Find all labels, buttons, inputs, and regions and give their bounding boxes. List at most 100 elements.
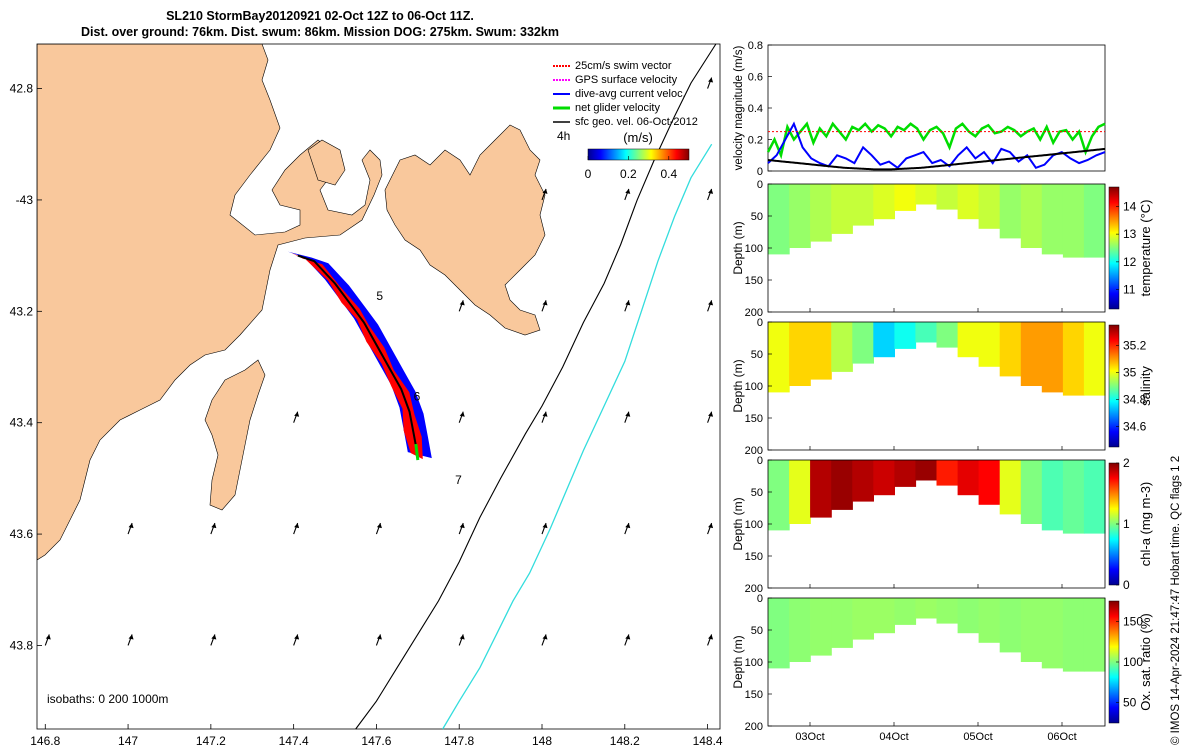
section-cell (789, 322, 811, 386)
bruny-island (204, 359, 266, 511)
map-x-tick-label: 147.8 (444, 734, 474, 748)
section-colorbar-tick-label: 35 (1123, 365, 1137, 379)
speed-colorbar-tick-label: 0.2 (620, 167, 637, 181)
section-y-tick-label: 100 (745, 381, 763, 393)
map-x-tick-label: 148 (532, 734, 552, 748)
map-y-tick-label: 43.8 (10, 638, 34, 652)
surface-velocity-arrowhead (459, 634, 465, 640)
section-cell (894, 598, 917, 625)
map-x-tick-label: 147.6 (361, 734, 391, 748)
section-cell (957, 460, 980, 496)
section-cell (768, 598, 790, 669)
surface-velocity-arrowhead (625, 634, 631, 640)
surface-velocity-arrowhead (459, 523, 465, 529)
surface-velocity-arrowhead (376, 523, 382, 529)
surface-velocity-arrows (44, 77, 714, 646)
section-cell (1083, 322, 1106, 396)
section-cell (1062, 598, 1085, 672)
velocity-y-tick-label: 0.6 (748, 72, 763, 84)
map-clip (37, 44, 546, 561)
map-frame (36, 43, 721, 730)
surface-velocity-arrowhead (294, 634, 300, 640)
surface-velocity-arrowhead (625, 411, 631, 417)
section-cell (1020, 184, 1043, 248)
surface-velocity-arrowhead (542, 300, 548, 306)
velocity-frame (767, 44, 1106, 172)
section-cell (957, 184, 980, 220)
speed-colorbar-tick-label: 0.4 (660, 167, 677, 181)
section-cell (894, 184, 917, 211)
section-colorbar-tick-label: 2 (1123, 456, 1130, 470)
section-colorbar-label: temperature (°C) (1138, 200, 1153, 297)
surface-velocity-arrowhead (708, 411, 714, 417)
surface-velocity-arrowhead (459, 300, 465, 306)
section-cell (936, 460, 959, 486)
section-cell (873, 184, 895, 220)
map-y-tick-label: 43.2 (10, 304, 34, 318)
net-glider-velocity-mark (414, 443, 420, 461)
surface-velocity-arrowhead (625, 300, 631, 306)
section-panel: 0 50 100 150 200 Depth (m) 34.6 34.8 35 35.2 salin… (731, 317, 1153, 457)
imos-stamp: © IMOS 14-Apr-2024 21:47:47 Hobart time.… (1170, 455, 1182, 745)
surface-velocity-arrowhead (708, 300, 714, 306)
section-cell (915, 322, 938, 343)
daily-marker-label: 6 (414, 389, 421, 403)
section-cell (936, 322, 959, 348)
section-cell (1062, 184, 1085, 258)
glider-track (287, 251, 432, 461)
section-y-tick-label: 200 (745, 307, 763, 319)
map-x-tick-label: 148.4 (693, 734, 723, 748)
speed-colorbar-label: (m/s) (623, 130, 653, 145)
section-colorbar-tick-label: 34.8 (1123, 393, 1147, 407)
legend-label-sfc: sfc geo. vel. 06-Oct-2012 (575, 116, 698, 128)
speed-colorbar-tick-label: 0 (585, 167, 592, 181)
section-ylabel: Depth (m) (731, 497, 745, 550)
velocity-series-line (766, 121, 1106, 160)
section-y-tick-label: 100 (745, 657, 763, 669)
section-cell (1041, 184, 1064, 255)
section-colorbar-tick-label: 35.2 (1123, 338, 1147, 352)
map-y-tick-label: 42.8 (10, 82, 34, 96)
section-cell (978, 322, 1001, 367)
daily-marker-label: 7 (455, 473, 462, 487)
glider-track-line (297, 254, 419, 457)
section-cell (852, 322, 874, 364)
section-cell (1083, 460, 1106, 534)
isobaths-label: isobaths: 0 200 1000m (47, 692, 168, 706)
surface-velocity-arrowhead (708, 523, 714, 529)
section-y-tick-label: 50 (751, 211, 763, 223)
section-x-tick-label: 05Oct (963, 731, 992, 743)
velocity-ylabel: velocity magnitude (m/s) (733, 46, 745, 171)
velocity-series (766, 121, 1106, 171)
tasmania-land (37, 44, 383, 561)
legend-entry-net: net glider velocity (553, 102, 660, 114)
section-cell (810, 598, 832, 656)
section-cell (768, 184, 790, 255)
section-cell (789, 598, 811, 662)
section-cell (1062, 460, 1085, 534)
isobaths (355, 43, 717, 730)
isobath-1000m (442, 143, 713, 730)
section-colorbar-tick-label: 13 (1123, 227, 1137, 241)
surface-velocity-arrowhead (542, 523, 548, 529)
velocity-panel: 0 0.2 0.4 0.6 0.8 velocity magnitude (m/s) (733, 40, 1106, 178)
forestier-peninsula (384, 124, 546, 336)
surface-velocity-arrowhead (625, 188, 631, 194)
section-cell (915, 460, 938, 481)
speed-colorbar-ticks: 0 0.2 0.4 (585, 156, 677, 181)
legend-label-gps: GPS surface velocity (575, 74, 678, 86)
surface-velocity-arrowhead (708, 634, 714, 640)
section-colorbar-tick-label: 14 (1123, 199, 1137, 213)
section-cell (894, 322, 917, 349)
map-y-tick-label: 43.6 (10, 527, 34, 541)
section-colorbar-tick-label: 150 (1123, 614, 1143, 628)
section-cell (852, 460, 874, 502)
section-x-tick-label: 06Oct (1047, 731, 1076, 743)
map-legend: 25cm/s swim vector GPS surface velocity … (553, 60, 698, 143)
surface-velocity-arrowhead (708, 188, 714, 194)
section-x-tick-label: 03Oct (795, 731, 824, 743)
section-ylabel: Depth (m) (731, 635, 745, 688)
map-x-tick-label: 147 (118, 734, 138, 748)
